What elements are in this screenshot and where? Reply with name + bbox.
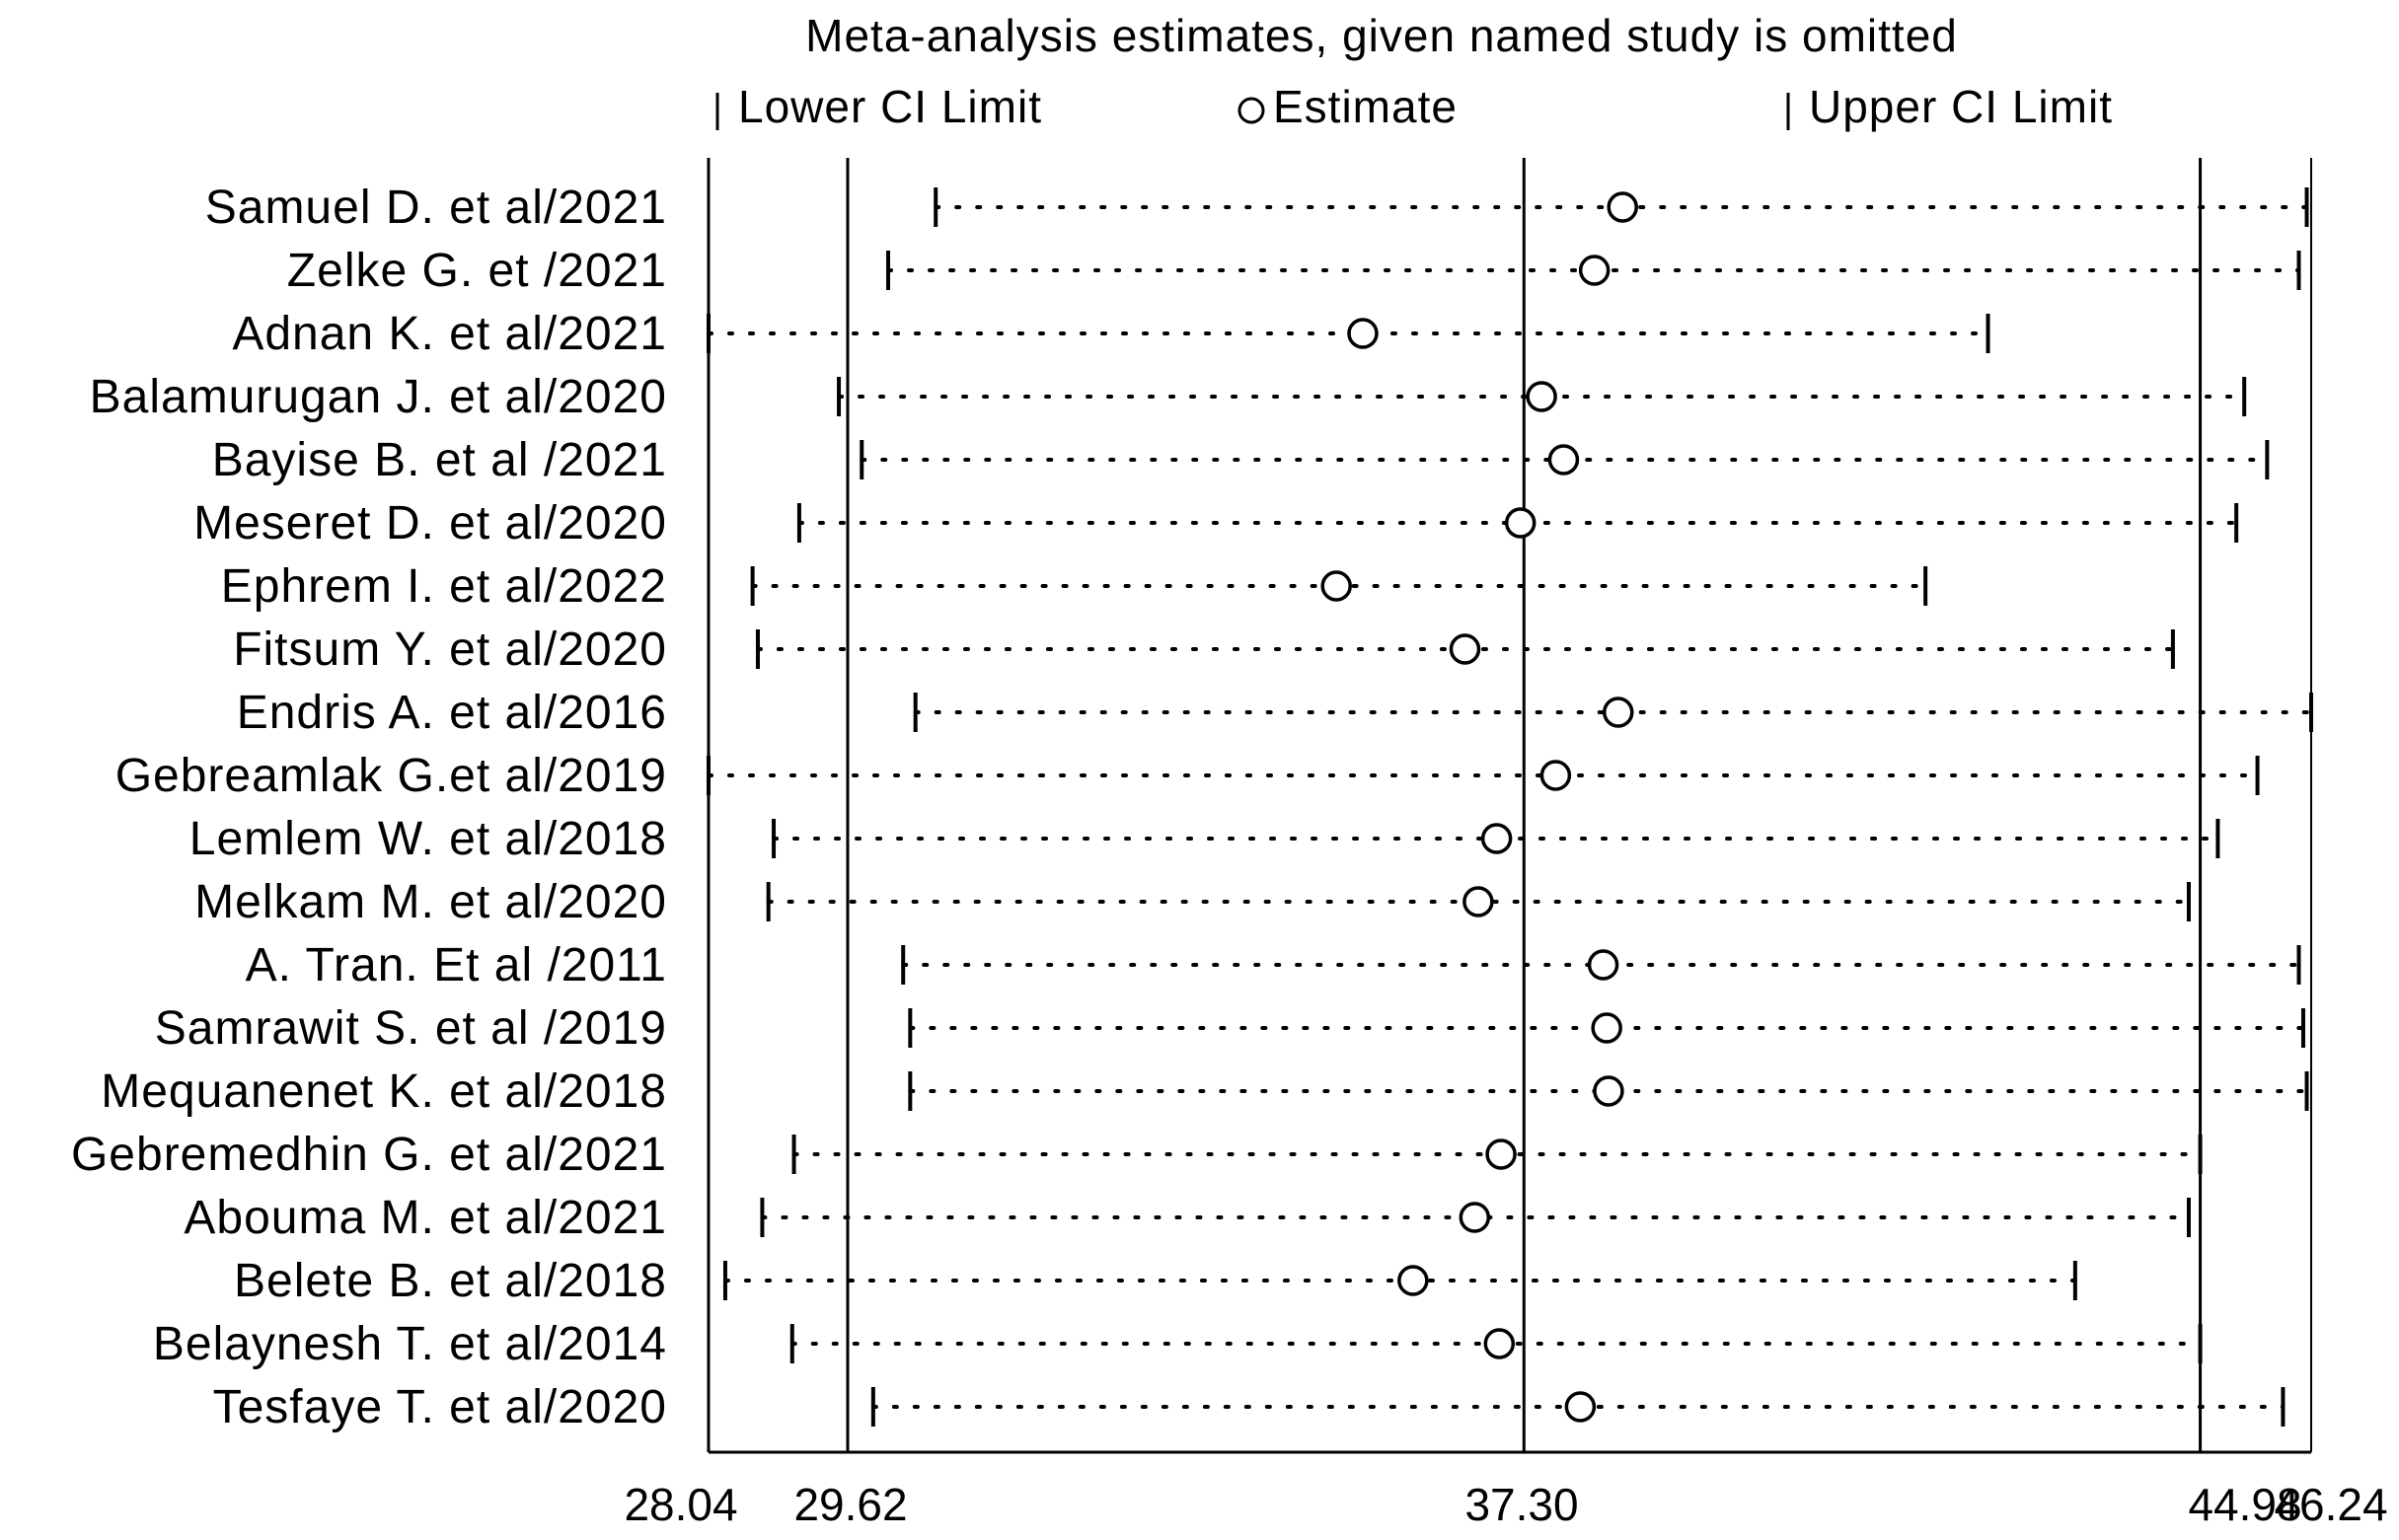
study-label: Samrawit S. et al /2019 [155,1002,667,1055]
estimate-point [1449,633,1481,665]
study-row: Samuel D. et al/2021 [205,182,2309,234]
study-row: Melkam M. et al/2020 [194,876,2191,928]
study-label: Endris A. et al/2016 [237,687,667,739]
estimate-point [1320,570,1352,602]
study-label: Meseret D. et al/2020 [193,497,667,550]
legend-lower-label: Lower CI Limit [738,81,1042,132]
chart-title: Meta-analysis estimates, given named stu… [805,10,1958,61]
study-row: Abouma M. et al/2021 [184,1192,2191,1244]
estimate-point [1607,191,1638,223]
study-label: Abouma M. et al/2021 [184,1192,667,1244]
legend-estimate-label: Estimate [1273,81,1458,132]
study-row: Belaynesh T. et al/2014 [153,1318,2203,1370]
study-row: Mequanenet K. et al/2018 [101,1065,2309,1118]
study-label: Belaynesh T. et al/2014 [153,1318,667,1370]
estimate-point [1591,1012,1622,1044]
study-label: Fitsum Y. et al/2020 [233,623,667,676]
estimate-point [1547,444,1580,476]
study-label: Gebremedhin G. et al/2021 [71,1129,667,1181]
study-row: Belete B. et al/2018 [234,1255,2077,1307]
study-label: Zelke G. et /2021 [287,245,667,297]
study-row: Lemlem W. et al/2018 [189,813,2220,865]
study-label: Tesfaye T. et al/2020 [213,1381,667,1433]
study-row: Zelke G. et /2021 [287,245,2301,297]
study-label: A. Tran. Et al /2011 [246,939,667,991]
study-row: Meseret D. et al/2020 [193,497,2239,550]
study-label: Balamurugan J. et al/2020 [90,371,667,423]
estimate-point [1504,507,1537,539]
study-row: Samrawit S. et al /2019 [155,1002,2305,1055]
estimate-point [1564,1391,1597,1423]
study-row: Tesfaye T. et al/2020 [213,1381,2286,1433]
study-row: Endris A. et al/2016 [237,687,2313,739]
x-tick-label: 28.04 [624,1479,737,1530]
study-label: Belete B. et al/2018 [234,1255,667,1307]
estimate-point [1483,1328,1516,1359]
study-row: Gebremedhin G. et al/2021 [71,1129,2203,1181]
estimate-point [1587,949,1619,981]
estimate-point [1603,697,1634,728]
estimate-point [1593,1075,1624,1107]
study-label: Melkam M. et al/2020 [194,876,667,928]
estimate-point [1459,1202,1491,1233]
study-label: Adnan K. et al/2021 [232,308,667,360]
study-row: Gebreamlak G.et al/2019 [115,750,2260,802]
estimate-point [1347,318,1379,349]
study-rows: Samuel D. et al/2021 Zelke G. et /2021 Adn… [71,182,2313,1433]
study-row: Adnan K. et al/2021 [232,308,1990,360]
legend-estimate-marker [1237,97,1265,124]
x-tick-label: 37.30 [1464,1479,1578,1530]
study-label: Lemlem W. et al/2018 [189,813,667,865]
study-label: Samuel D. et al/2021 [205,182,667,234]
estimate-point [1578,255,1611,286]
x-tick-label: 46.24 [2274,1479,2387,1530]
legend: Lower CI Limit Estimate Upper CI Limit [715,81,2113,132]
study-row: Ephrem I. et al/2022 [221,560,1928,613]
study-row: Balamurugan J. et al/2020 [90,371,2247,423]
study-label: Gebreamlak G.et al/2019 [115,750,667,802]
estimate-point [1485,1138,1517,1170]
x-tick-label: 44.98 [2188,1479,2301,1530]
study-label: Mequanenet K. et al/2018 [101,1065,667,1118]
study-row: Bayise B. et al /2021 [212,434,2270,486]
estimate-point [1462,886,1494,917]
study-row: A. Tran. Et al /2011 [246,939,2301,991]
study-row: Fitsum Y. et al/2020 [233,623,2175,676]
study-label: Bayise B. et al /2021 [212,434,667,486]
estimate-point [1397,1265,1429,1296]
estimate-point [1480,823,1513,854]
x-tick-label: 29.62 [793,1479,907,1530]
estimate-point [1539,760,1572,791]
study-label: Ephrem I. et al/2022 [221,560,667,613]
reference-lines [846,158,2203,1452]
estimate-point [1526,381,1557,412]
legend-upper-label: Upper CI Limit [1809,81,2113,132]
